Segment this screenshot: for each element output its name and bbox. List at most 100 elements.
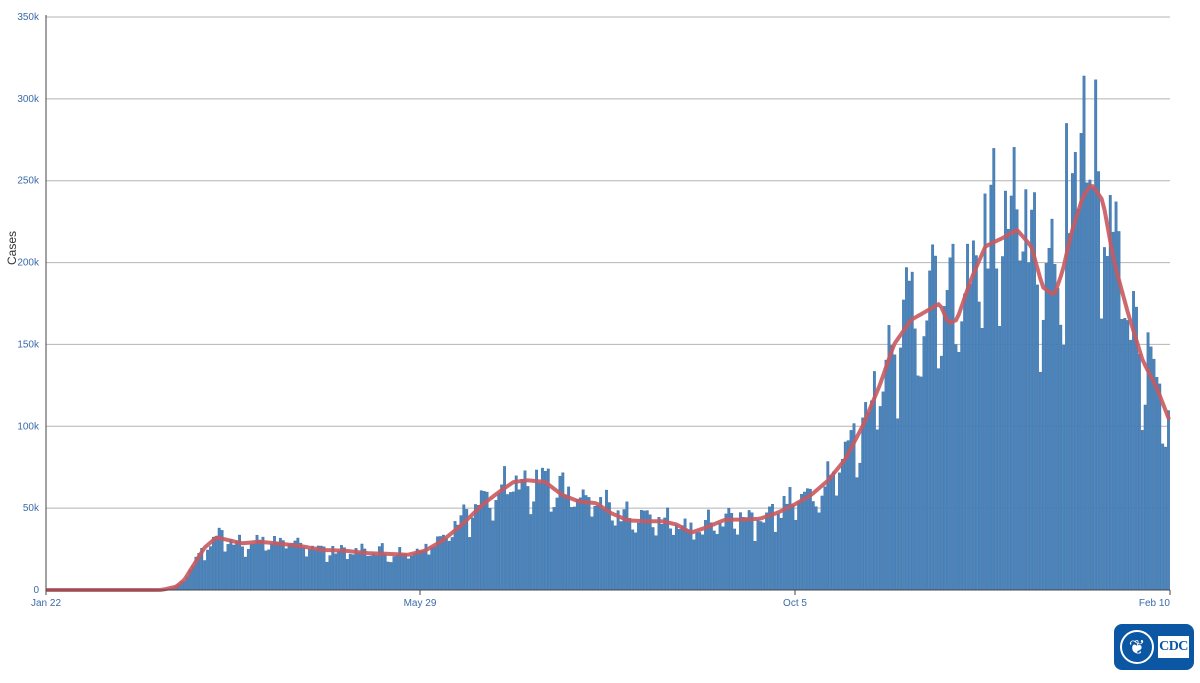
daily-case-bar xyxy=(631,529,635,591)
x-tick-label: May 29 xyxy=(404,598,437,609)
daily-case-bar xyxy=(733,528,737,591)
daily-case-bar xyxy=(939,355,943,591)
daily-case-bar xyxy=(284,548,288,591)
daily-case-bar xyxy=(698,532,702,591)
cdc-logo: ❦ CDC xyxy=(1114,624,1194,670)
daily-case-bar xyxy=(1091,187,1095,591)
daily-case-bar xyxy=(532,501,536,591)
daily-case-bar xyxy=(899,347,903,591)
daily-case-bar xyxy=(564,494,568,591)
daily-case-bar xyxy=(814,506,818,591)
daily-case-bar xyxy=(945,290,949,591)
daily-case-bar xyxy=(788,487,792,591)
daily-case-bar xyxy=(1143,404,1147,591)
daily-case-bar xyxy=(960,321,964,591)
daily-case-bar xyxy=(680,525,684,591)
daily-case-bar xyxy=(674,524,678,591)
daily-case-bar xyxy=(820,495,824,591)
daily-case-bar xyxy=(704,520,707,591)
daily-case-bar xyxy=(957,351,961,591)
daily-case-bar xyxy=(753,541,757,591)
daily-case-bar xyxy=(1129,339,1133,591)
daily-case-bar xyxy=(322,546,326,591)
daily-case-bar xyxy=(1036,284,1039,591)
daily-case-bar xyxy=(348,553,352,591)
daily-case-bar xyxy=(1009,195,1013,591)
daily-case-bar xyxy=(383,553,387,591)
daily-case-bar xyxy=(1164,446,1167,591)
daily-case-bar xyxy=(1044,263,1048,591)
daily-case-bar xyxy=(555,497,559,591)
daily-case-bar xyxy=(797,501,801,591)
daily-case-bar xyxy=(343,547,346,591)
daily-case-bar xyxy=(404,553,407,591)
daily-case-bar xyxy=(951,243,955,591)
daily-case-bar xyxy=(302,547,306,591)
daily-case-bar xyxy=(331,546,335,591)
daily-case-bar xyxy=(1105,256,1109,591)
x-tick-labels: Jan 22 May 29 Oct 5 Feb 10 xyxy=(31,590,1171,609)
daily-case-bar xyxy=(762,522,766,591)
daily-case-bar xyxy=(849,430,853,591)
daily-case-bar xyxy=(867,411,870,591)
daily-case-bar xyxy=(794,519,798,591)
daily-case-bar xyxy=(511,491,515,591)
daily-case-bar xyxy=(878,406,882,591)
daily-case-bar xyxy=(622,509,626,591)
daily-case-bar xyxy=(890,345,894,591)
daily-case-bar xyxy=(357,552,361,591)
daily-case-bar xyxy=(721,526,725,591)
cdc-logo-text: CDC xyxy=(1158,636,1189,658)
daily-case-bar xyxy=(785,503,789,591)
daily-case-bar xyxy=(1123,318,1127,591)
daily-case-bar xyxy=(884,359,888,591)
daily-case-bar xyxy=(998,326,1002,591)
daily-case-bar xyxy=(264,550,268,591)
daily-case-bar xyxy=(1024,189,1028,591)
daily-case-bar xyxy=(963,293,967,591)
daily-case-bar xyxy=(211,536,215,591)
daily-case-bar xyxy=(386,561,390,591)
daily-case-bar xyxy=(913,328,917,591)
daily-case-bar xyxy=(305,556,308,591)
daily-case-bar xyxy=(756,519,760,591)
daily-case-bar xyxy=(235,541,239,591)
daily-case-bar xyxy=(261,536,265,591)
daily-case-bar xyxy=(1094,79,1098,591)
x-tick-label: Oct 5 xyxy=(783,598,807,609)
daily-case-bar xyxy=(864,402,868,591)
daily-case-bar xyxy=(427,554,431,591)
daily-case-bar xyxy=(593,506,597,591)
daily-case-bar xyxy=(1041,319,1045,591)
daily-case-bar xyxy=(1120,319,1124,591)
daily-case-bar xyxy=(695,532,699,591)
daily-case-bar xyxy=(1027,262,1031,591)
y-tick-label: 0 xyxy=(33,585,39,596)
daily-case-bar xyxy=(916,375,920,591)
daily-case-bar xyxy=(1167,410,1170,591)
daily-case-bar xyxy=(835,495,838,591)
daily-case-bar xyxy=(581,489,585,591)
daily-case-bar xyxy=(543,471,547,591)
daily-case-bar xyxy=(541,467,544,591)
daily-case-bar xyxy=(840,459,844,591)
daily-case-bar xyxy=(800,494,804,591)
daily-case-bar xyxy=(354,548,358,591)
x-tick-label: Jan 22 xyxy=(31,598,61,609)
daily-case-bar xyxy=(1062,344,1066,591)
daily-case-bar xyxy=(471,517,474,591)
daily-case-bar xyxy=(442,534,445,591)
daily-case-bar xyxy=(747,510,751,591)
daily-case-bar xyxy=(337,550,340,591)
daily-case-bar xyxy=(712,530,716,591)
daily-case-bar xyxy=(596,504,600,591)
daily-case-bar xyxy=(1004,190,1007,591)
daily-case-bar xyxy=(870,400,873,591)
daily-case-bar xyxy=(523,470,527,591)
daily-case-bar xyxy=(974,255,978,591)
daily-case-bar xyxy=(281,540,285,591)
daily-case-bar xyxy=(773,531,777,591)
daily-case-bar xyxy=(503,466,506,591)
daily-case-bar xyxy=(430,547,434,591)
daily-case-bar xyxy=(538,482,541,591)
